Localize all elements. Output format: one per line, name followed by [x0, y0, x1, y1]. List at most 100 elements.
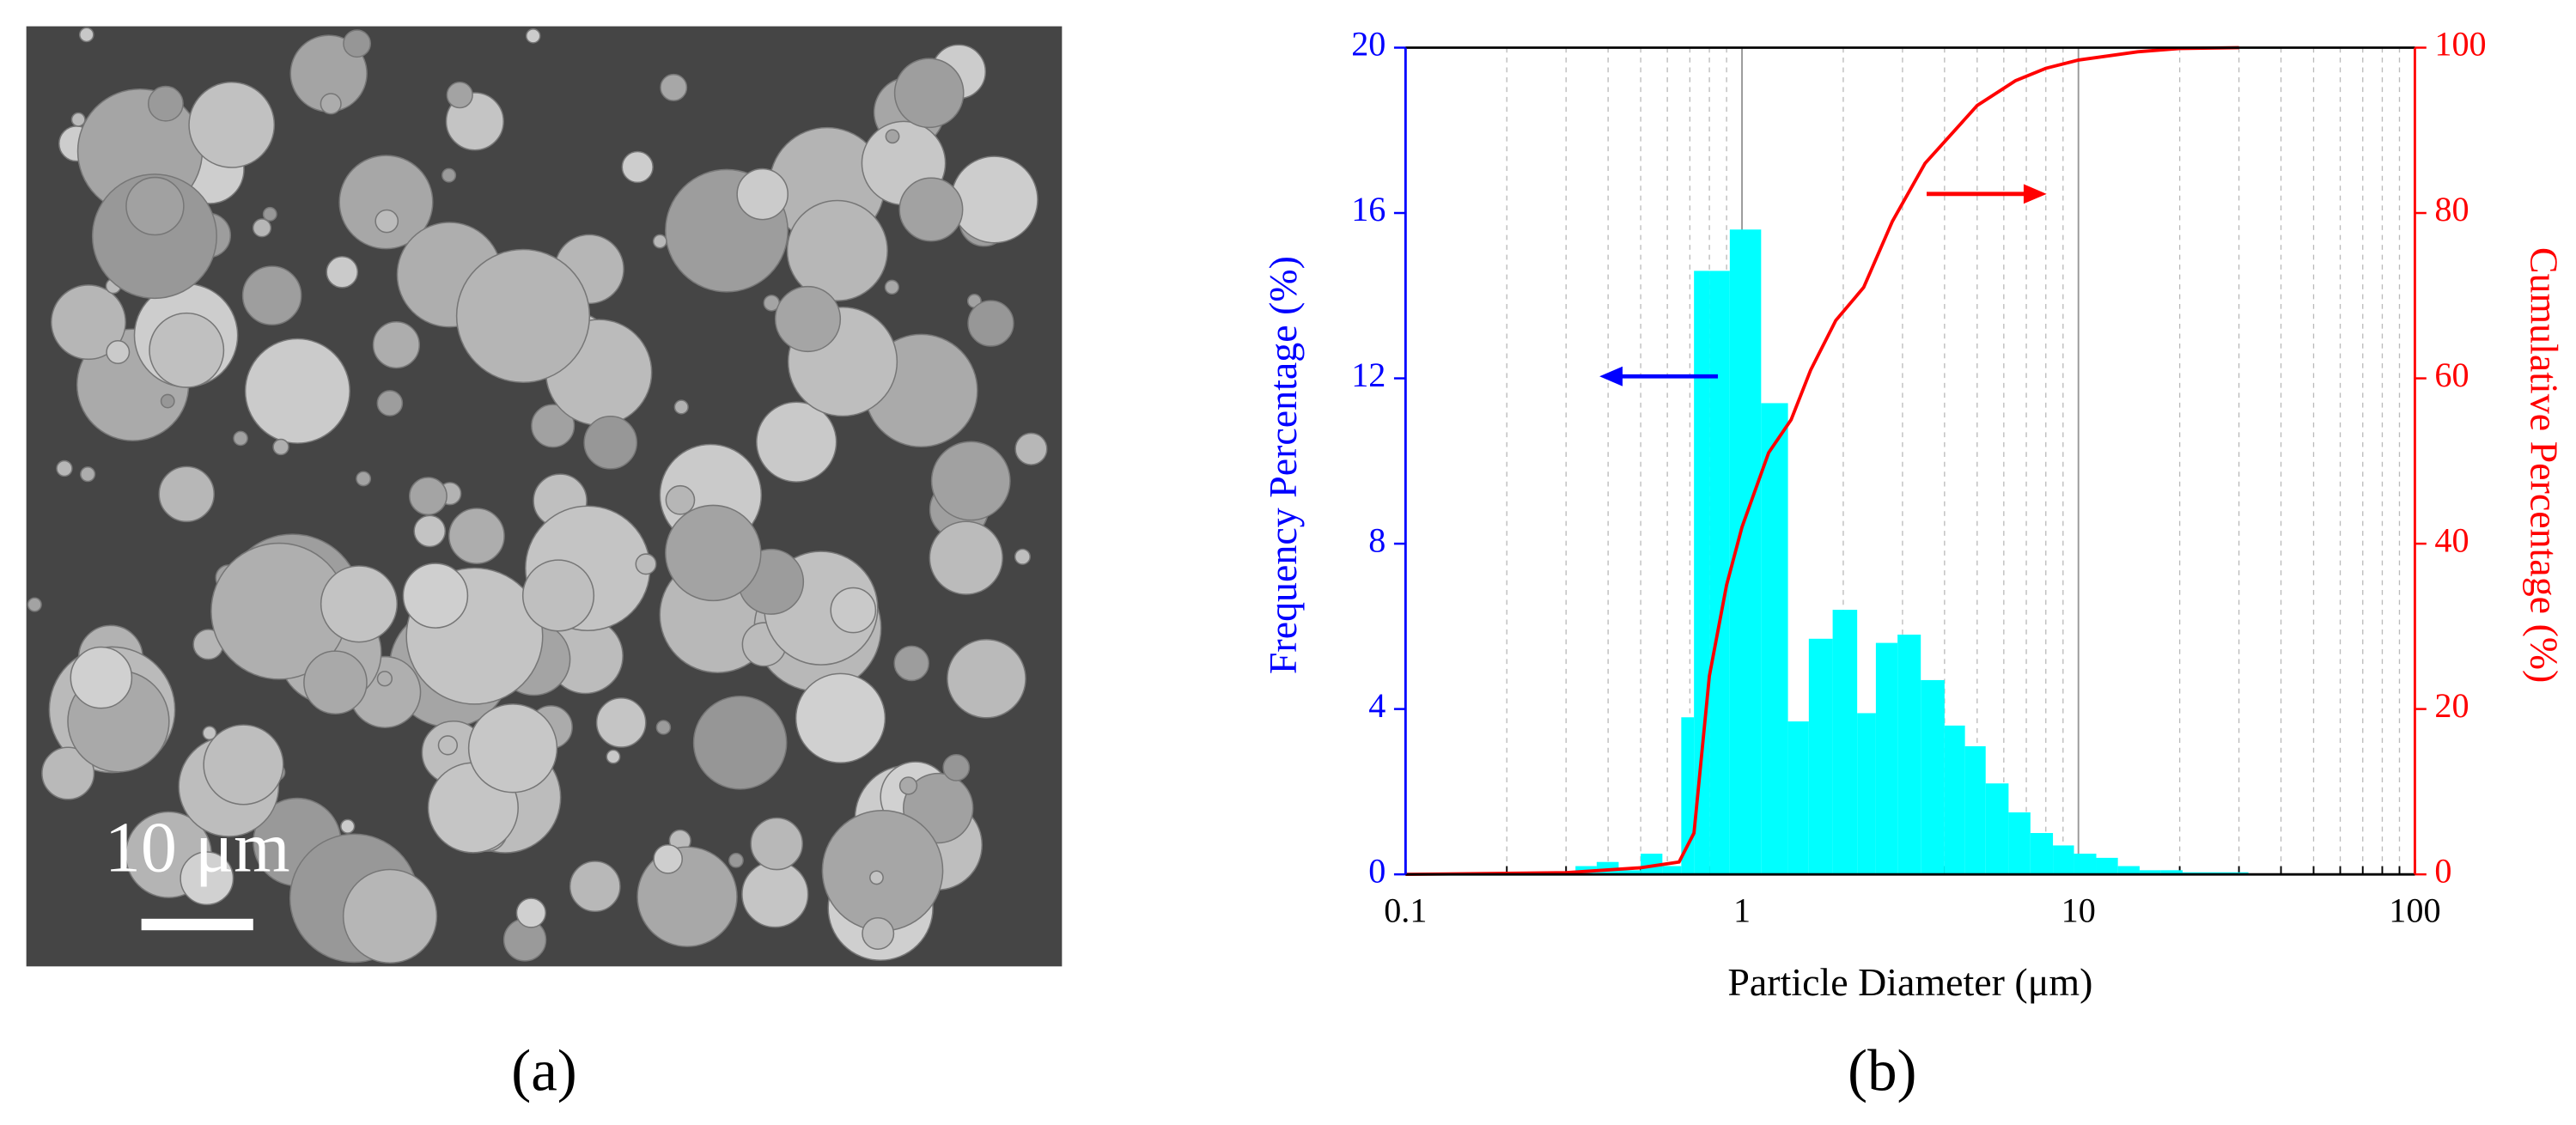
particle [203, 724, 284, 806]
particle [241, 265, 302, 325]
bar [2008, 812, 2031, 875]
particle [437, 735, 459, 756]
bar [2160, 870, 2183, 875]
bar [2074, 854, 2097, 875]
particle [80, 466, 96, 483]
x-axis-title: Particle Diameter (μm) [1727, 960, 2092, 1004]
particle [929, 520, 1003, 595]
particle [893, 58, 965, 129]
x-tick-label: 10 [2061, 891, 2096, 929]
y-axis-title: Frequency Percentage (%) [1261, 256, 1305, 674]
particle [525, 28, 541, 44]
particle [303, 650, 368, 715]
bar [1808, 638, 1833, 875]
scale-bar-label: 10 μm [105, 808, 290, 888]
particle [338, 155, 434, 250]
bar [1681, 717, 1695, 875]
particle [756, 401, 837, 483]
y2-tick-label: 100 [2434, 25, 2486, 64]
particle [448, 508, 505, 565]
particle [160, 393, 175, 409]
bar [1709, 271, 1730, 875]
particle [885, 129, 900, 144]
bar [1832, 610, 1858, 875]
particle [583, 416, 638, 470]
particle [455, 248, 591, 384]
sem-image [26, 26, 1063, 967]
particle [356, 471, 372, 487]
particle [125, 176, 185, 236]
particle [635, 553, 657, 575]
particle [736, 167, 789, 221]
arrow-head [2023, 184, 2047, 204]
particle [652, 234, 667, 249]
bar [1875, 642, 1898, 875]
particle [898, 776, 918, 795]
particle [91, 173, 217, 300]
particle [521, 559, 595, 632]
y2-tick-label: 80 [2434, 190, 2469, 228]
particle [821, 809, 944, 932]
bar [1921, 679, 1945, 875]
particle [673, 399, 689, 415]
particle [51, 284, 126, 361]
cumulative-line [1405, 46, 2239, 877]
particle [78, 27, 94, 43]
particle [947, 638, 1026, 719]
y2-tick-label: 0 [2434, 851, 2451, 890]
bar [1761, 403, 1788, 875]
particle [320, 565, 399, 643]
bar [1964, 745, 1986, 875]
particle [446, 82, 473, 109]
particle [408, 477, 448, 516]
particle [70, 646, 133, 709]
particle [442, 167, 457, 183]
particle [326, 255, 359, 289]
scale-bar [141, 918, 253, 931]
particle [376, 390, 404, 417]
y2-axis-title: Cumulative Percentage (%) [2522, 247, 2566, 683]
particle [41, 746, 95, 800]
bar [2030, 833, 2054, 875]
particle [252, 218, 272, 238]
particle [531, 404, 575, 448]
y-tick-label: 16 [1351, 190, 1385, 228]
bar [1985, 783, 2009, 875]
particle [884, 279, 900, 295]
particle [741, 860, 809, 928]
y-tick-label: 4 [1368, 686, 1385, 725]
particle [70, 112, 86, 127]
particle [606, 749, 621, 764]
particle [202, 726, 217, 740]
panel-label: (b) [1848, 1037, 1916, 1103]
particle [147, 85, 184, 122]
bar [1662, 866, 1682, 875]
bar [2117, 866, 2140, 875]
particle [665, 504, 762, 602]
y-tick-label: 12 [1351, 356, 1385, 394]
particle [692, 696, 788, 790]
particle [660, 73, 688, 101]
bar [2139, 870, 2161, 875]
bar [2096, 857, 2118, 875]
bar [1944, 725, 1965, 875]
particle [869, 870, 884, 885]
particle [786, 199, 888, 301]
bar [1897, 634, 1921, 875]
particle [636, 846, 738, 947]
particle [621, 150, 654, 184]
particle [653, 843, 684, 874]
bar [1857, 713, 1876, 875]
bar [1694, 271, 1710, 875]
particle [244, 338, 350, 444]
particle [893, 645, 930, 682]
particle [188, 81, 276, 168]
particle [774, 285, 842, 353]
particle [158, 465, 215, 523]
particle [595, 697, 647, 748]
particle [942, 753, 971, 781]
particle [665, 484, 696, 515]
